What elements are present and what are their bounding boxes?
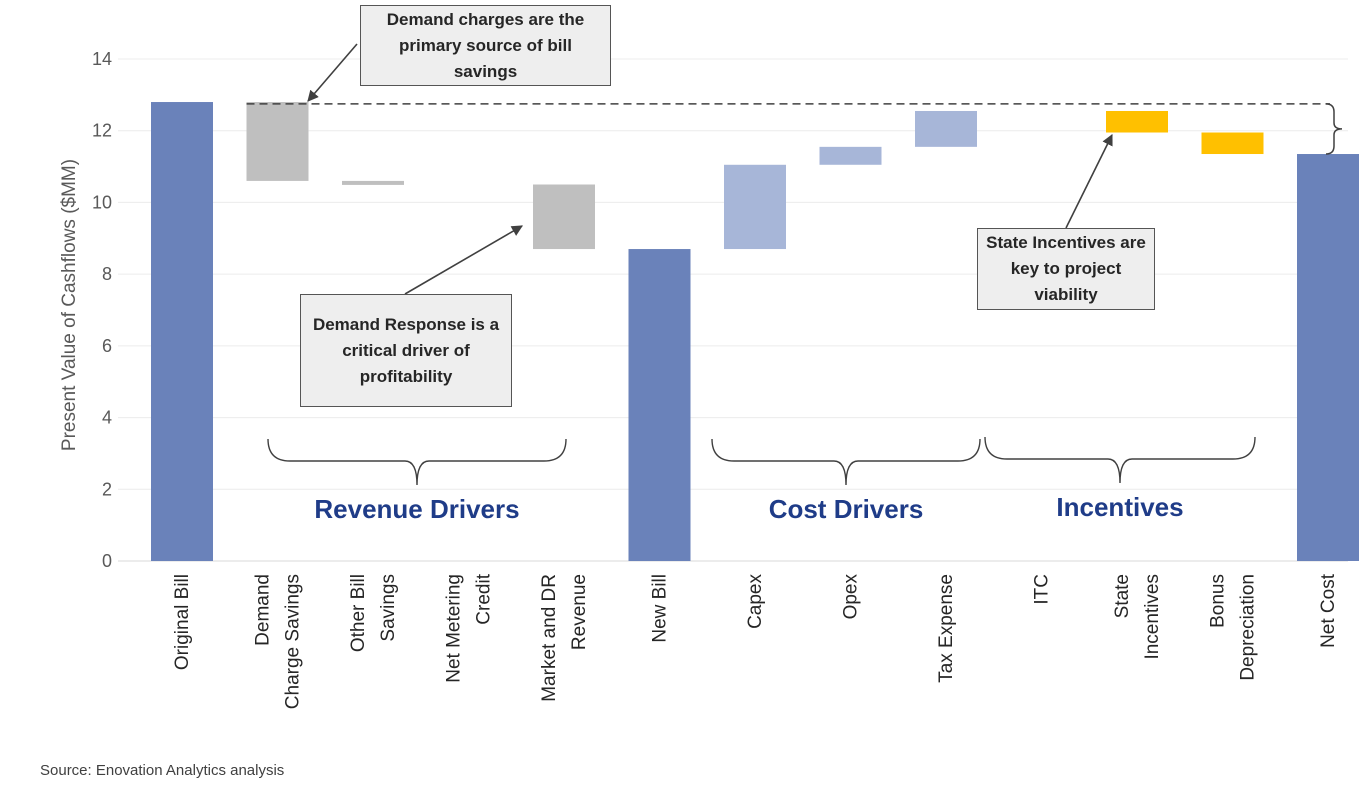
bar-market-and-dr-revenue bbox=[533, 184, 595, 250]
y-tick-label: 10 bbox=[92, 192, 112, 212]
group-bracket bbox=[267, 438, 567, 486]
x-tick-label: Charge Savings bbox=[283, 574, 304, 709]
y-tick-label: 6 bbox=[102, 336, 112, 356]
bar-other-bill-savings bbox=[342, 180, 404, 185]
y-tick-label: 2 bbox=[102, 479, 112, 499]
y-tick-label: 12 bbox=[92, 121, 112, 141]
group-label: Incentives bbox=[1056, 492, 1183, 522]
x-tick-label: Opex bbox=[841, 574, 862, 620]
x-tick-label: Market and DR bbox=[539, 574, 560, 702]
x-axis-labels: Original Bill Demand Charge Savings Other B… bbox=[172, 573, 1339, 709]
x-tick-label: Other Bill bbox=[348, 574, 369, 652]
x-tick-label: Capex bbox=[745, 574, 766, 629]
callout-demand-response: Demand Response is a critical driver of … bbox=[300, 294, 512, 407]
x-tick-label: Demand bbox=[253, 574, 274, 646]
y-axis-ticks: 0 2 4 6 8 10 12 14 bbox=[92, 49, 112, 571]
x-tick-label: Net Metering bbox=[444, 574, 465, 683]
callout-demand-charges: Demand charges are the primary source of… bbox=[360, 5, 611, 86]
bar-demand-charge-savings bbox=[246, 102, 309, 181]
difference-brace bbox=[1325, 103, 1343, 155]
y-tick-label: 4 bbox=[102, 408, 112, 428]
x-tick-label: Revenue bbox=[569, 574, 590, 650]
x-tick-label: Tax Expense bbox=[936, 574, 957, 683]
y-tick-label: 0 bbox=[102, 551, 112, 571]
annotation-arrow bbox=[307, 43, 358, 102]
x-tick-label: New Bill bbox=[650, 574, 671, 643]
source-note: Source: Enovation Analytics analysis bbox=[40, 762, 285, 779]
bar-opex bbox=[819, 146, 882, 165]
bar-net-cost bbox=[1297, 154, 1359, 561]
x-tick-label: Savings bbox=[378, 574, 399, 642]
bar-original-bill bbox=[151, 102, 213, 562]
x-tick-label: Credit bbox=[474, 573, 495, 624]
bar-new-bill bbox=[628, 249, 691, 562]
x-tick-label: ITC bbox=[1032, 574, 1053, 605]
annotation-arrows bbox=[307, 43, 1113, 295]
bar-capex bbox=[724, 164, 786, 250]
x-tick-label: Incentives bbox=[1142, 574, 1163, 660]
annotation-arrow bbox=[1065, 133, 1113, 229]
y-axis-label: Present Value of Cashflows ($MM) bbox=[59, 159, 80, 451]
group-label: Cost Drivers bbox=[769, 494, 924, 524]
bar-bonus-depreciation bbox=[1201, 132, 1264, 155]
x-tick-label: State bbox=[1112, 574, 1133, 618]
annotation-arrow bbox=[404, 225, 523, 295]
x-tick-label: Net Cost bbox=[1318, 573, 1339, 648]
y-tick-label: 8 bbox=[102, 264, 112, 284]
bars bbox=[151, 102, 1359, 562]
callout-state-incentives: State Incentives are key to project viab… bbox=[977, 228, 1155, 310]
reference-lines bbox=[246, 103, 1343, 155]
x-tick-label: Depreciation bbox=[1238, 574, 1259, 681]
x-tick-label: Bonus bbox=[1208, 574, 1229, 628]
group-bracket bbox=[984, 436, 1256, 484]
y-tick-label: 14 bbox=[92, 49, 112, 69]
group-label: Revenue Drivers bbox=[314, 494, 519, 524]
group-brackets: Revenue Drivers Cost Drivers Incentives bbox=[267, 436, 1256, 524]
x-tick-label: Original Bill bbox=[172, 574, 193, 670]
bar-tax-expense bbox=[915, 110, 977, 147]
group-bracket bbox=[711, 438, 981, 486]
bar-state-incentives bbox=[1106, 110, 1168, 133]
